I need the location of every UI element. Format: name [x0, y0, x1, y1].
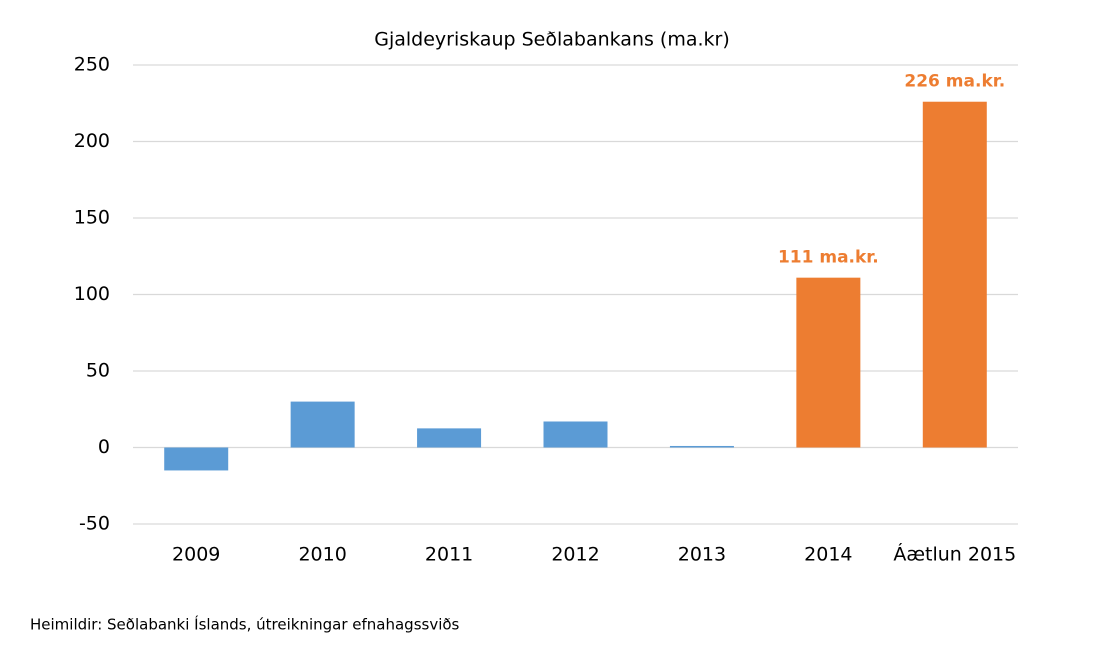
y-tick-label: 250: [74, 54, 110, 76]
x-tick-label: 2010: [298, 544, 346, 566]
bar: [417, 428, 482, 448]
x-tick-label: 2009: [172, 544, 220, 566]
y-tick-label: 200: [74, 130, 110, 152]
x-tick-label: Áætlun 2015: [893, 543, 1016, 566]
y-tick-label: 0: [98, 436, 110, 458]
y-tick-label: 100: [74, 283, 110, 305]
y-tick-label: 50: [86, 360, 110, 382]
x-tick-label: 2013: [678, 544, 726, 566]
value-label: 226 ma.kr.: [904, 72, 1005, 92]
x-tick-label: 2014: [804, 544, 852, 566]
bar: [290, 401, 355, 448]
y-tick-label: -50: [79, 513, 110, 535]
bar: [669, 445, 734, 448]
x-tick-label: 2011: [425, 544, 473, 566]
bar: [164, 447, 229, 471]
value-label: 111 ma.kr.: [778, 248, 879, 268]
source-note: Heimildir: Seðlabanki Íslands, útreiknin…: [30, 615, 460, 634]
x-tick-label: 2012: [551, 544, 599, 566]
bar: [922, 101, 987, 448]
chart-title: Gjaldeyriskaup Seðlabankans (ma.kr): [374, 29, 730, 51]
bar: [796, 277, 861, 448]
bar: [543, 421, 608, 448]
y-tick-label: 150: [74, 207, 110, 229]
